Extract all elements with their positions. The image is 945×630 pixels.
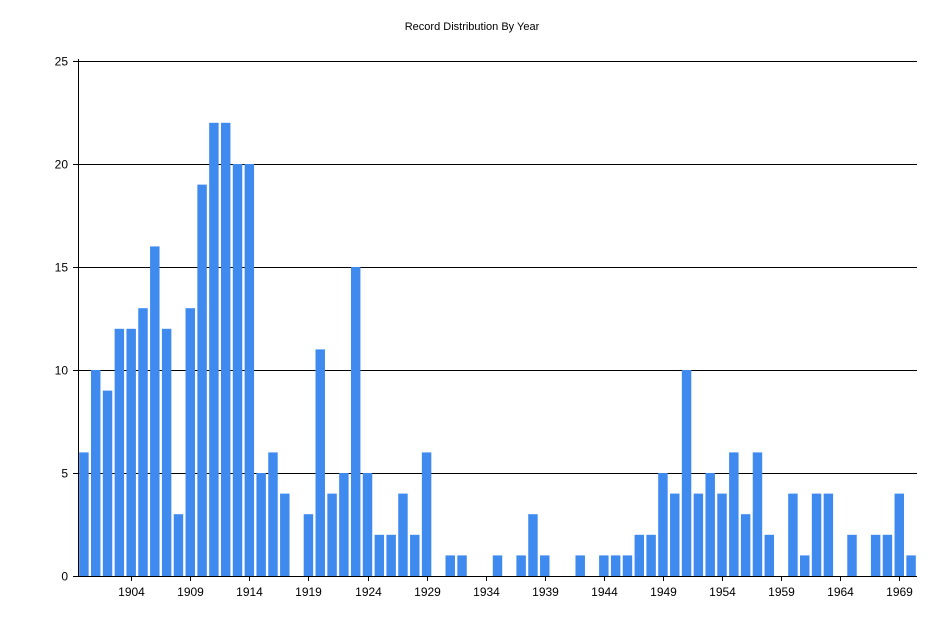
bar — [906, 555, 916, 576]
chart-title: Record Distribution By Year — [405, 21, 540, 33]
bar — [634, 534, 645, 576]
bar — [339, 473, 349, 576]
bar — [126, 328, 136, 576]
bar — [811, 493, 822, 576]
x-tick-label: 1929 — [414, 585, 441, 599]
bar — [540, 555, 550, 576]
y-tick-label: 15 — [55, 261, 69, 275]
x-tick-label: 1969 — [886, 585, 913, 599]
x-tick-label: 1909 — [177, 585, 204, 599]
bar — [244, 164, 255, 576]
bar — [398, 493, 408, 576]
bar — [646, 534, 656, 576]
bar — [717, 493, 727, 576]
y-tick-label: 25 — [55, 55, 69, 69]
bar — [256, 473, 266, 576]
bar — [847, 534, 857, 576]
x-tick-label: 1919 — [295, 585, 322, 599]
y-tick-label: 20 — [55, 158, 69, 172]
bar — [622, 555, 633, 576]
bar — [740, 514, 751, 576]
bar — [114, 328, 125, 576]
bar — [185, 308, 195, 576]
bar — [362, 473, 373, 576]
bar — [575, 555, 585, 576]
bars — [79, 122, 916, 577]
x-tick-label: 1954 — [709, 585, 736, 599]
bar — [303, 514, 314, 576]
bar — [327, 493, 337, 576]
bar — [528, 514, 538, 576]
y-tick-label: 0 — [61, 570, 68, 584]
bar — [492, 555, 503, 576]
bar — [138, 308, 148, 576]
x-tick-label: 1949 — [650, 585, 677, 599]
bar — [823, 493, 834, 576]
bar — [764, 534, 775, 576]
bar — [752, 452, 763, 576]
bar — [421, 452, 432, 576]
y-tick-label: 5 — [61, 467, 68, 481]
bar — [90, 370, 101, 576]
bar — [79, 452, 89, 576]
bar — [457, 555, 467, 576]
x-tick-label: 1959 — [768, 585, 795, 599]
bar — [197, 184, 207, 576]
bar — [220, 122, 231, 577]
bar — [658, 473, 668, 576]
bar — [410, 534, 420, 576]
bar — [670, 493, 680, 576]
bar — [150, 246, 160, 576]
x-tick-label: 1939 — [532, 585, 559, 599]
bar — [374, 534, 385, 576]
y-tick-label: 10 — [55, 364, 69, 378]
bar — [800, 555, 810, 576]
bar — [681, 370, 692, 576]
bar — [445, 555, 455, 576]
bar — [788, 493, 798, 576]
bar — [386, 534, 396, 576]
bar — [693, 493, 704, 576]
x-tick-label: 1964 — [827, 585, 854, 599]
x-tick-label: 1934 — [473, 585, 500, 599]
bar — [102, 390, 113, 576]
bar — [315, 349, 325, 576]
x-tick-label: 1914 — [236, 585, 263, 599]
bar — [894, 493, 905, 576]
x-tick-label: 1904 — [118, 585, 145, 599]
bar — [882, 534, 893, 576]
bar — [729, 452, 739, 576]
axes — [78, 59, 917, 581]
bar — [209, 122, 219, 577]
bar — [599, 555, 609, 576]
bar — [173, 514, 184, 576]
x-tick-label: 1924 — [355, 585, 382, 599]
bar — [350, 267, 361, 576]
x-tick-label: 1944 — [591, 585, 618, 599]
bar — [268, 452, 278, 576]
x-axis-labels: 1904 1909 1914 1919 1924 1929 1934 1939 1944 1949… — [118, 585, 913, 599]
bar — [280, 493, 290, 576]
y-axis-labels: 0 5 10 15 20 25 — [55, 55, 69, 584]
bar — [870, 534, 881, 576]
bar — [610, 555, 621, 576]
bar — [232, 164, 243, 576]
bar — [705, 473, 715, 576]
bar — [516, 555, 526, 576]
bar — [161, 328, 172, 576]
